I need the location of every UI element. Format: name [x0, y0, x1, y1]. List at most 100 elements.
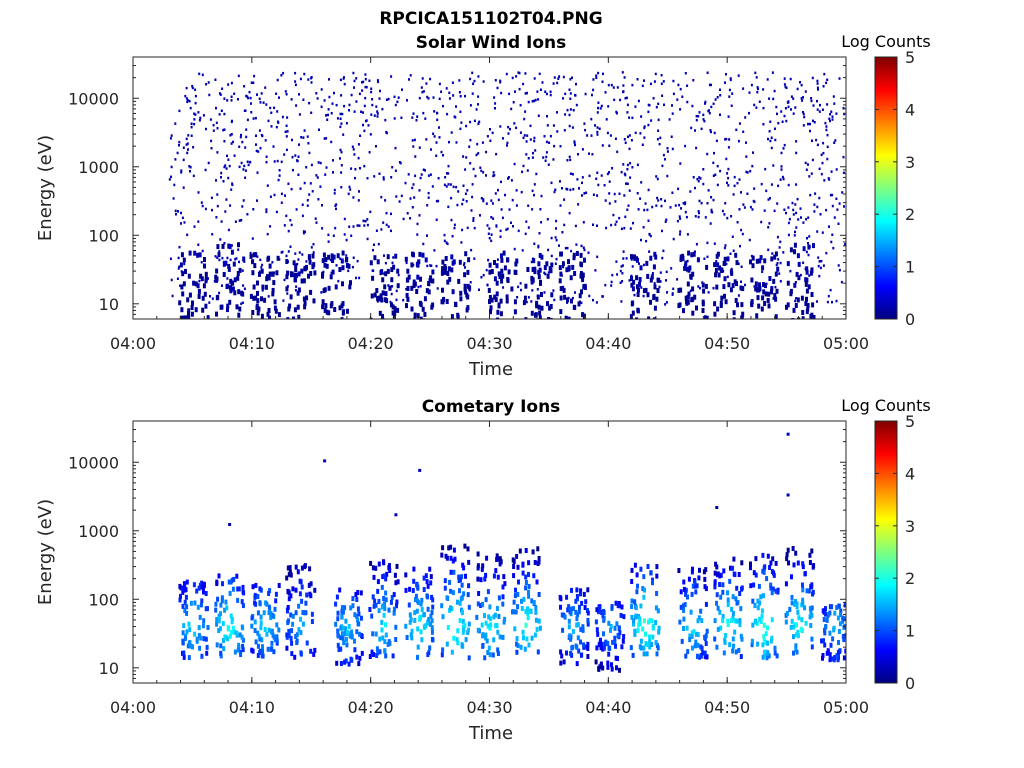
- data-cell: [371, 631, 375, 637]
- data-cell: [590, 134, 593, 137]
- data-cell: [301, 610, 305, 615]
- data-cell: [843, 602, 846, 608]
- data-cell: [696, 177, 699, 181]
- data-cell: [359, 134, 362, 137]
- data-cell: [256, 280, 259, 286]
- data-cell: [196, 604, 200, 610]
- data-cell: [735, 585, 739, 591]
- data-cell: [465, 124, 468, 128]
- data-cell: [572, 188, 575, 191]
- data-cell: [298, 591, 302, 597]
- data-cell: [646, 642, 650, 648]
- data-cell: [384, 291, 388, 297]
- data-cell: [497, 198, 500, 202]
- data-cell: [537, 618, 541, 624]
- data-cell: [501, 216, 504, 220]
- data-cell: [451, 558, 455, 564]
- data-cell: [285, 286, 289, 292]
- data-cell: [310, 111, 313, 114]
- data-cell: [229, 288, 233, 294]
- data-cell: [289, 572, 293, 578]
- data-cell: [719, 94, 722, 97]
- data-cell: [739, 244, 741, 248]
- data-cell: [466, 592, 470, 598]
- data-cell: [602, 631, 605, 637]
- data-cell: [385, 298, 389, 304]
- data-cell: [219, 626, 222, 632]
- data-cell: [416, 654, 419, 660]
- data-cell: [795, 271, 799, 277]
- data-cell: [246, 213, 249, 216]
- data-cell: [808, 614, 812, 620]
- data-cell: [364, 77, 367, 81]
- data-cell: [648, 250, 651, 253]
- colorbar-tick-label: 3: [905, 517, 915, 536]
- data-cell: [826, 157, 829, 161]
- data-cell: [535, 300, 539, 306]
- data-cell: [636, 628, 640, 633]
- data-cell: [266, 646, 270, 652]
- data-cell: [780, 151, 783, 155]
- data-cell: [312, 262, 316, 268]
- data-cell: [238, 219, 241, 222]
- data-cell: [695, 146, 698, 150]
- data-cell: [223, 634, 227, 640]
- data-cell: [604, 639, 608, 645]
- data-cell: [710, 208, 713, 212]
- data-cell: [749, 205, 752, 209]
- data-cell: [321, 227, 324, 230]
- data-cell: [742, 87, 745, 90]
- data-cell: [335, 264, 338, 267]
- data-cell: [185, 610, 189, 616]
- data-cell: [445, 299, 449, 304]
- data-cell: [240, 290, 244, 296]
- data-cell: [785, 211, 787, 215]
- data-cell: [571, 629, 575, 634]
- data-cell: [493, 174, 496, 177]
- data-cell: [697, 575, 701, 581]
- data-cell: [681, 603, 685, 609]
- data-cell: [264, 284, 268, 290]
- data-cell: [796, 560, 800, 566]
- data-cell: [508, 92, 511, 96]
- data-cell: [270, 125, 273, 128]
- data-cell: [259, 620, 263, 626]
- data-cell: [804, 301, 808, 307]
- data-cell: [580, 244, 583, 248]
- data-cell: [566, 108, 569, 112]
- data-cell: [332, 159, 334, 162]
- data-cell: [257, 634, 261, 640]
- data-cell: [776, 262, 779, 265]
- data-cell: [521, 170, 524, 174]
- data-cell: [563, 198, 566, 201]
- colorbar: [874, 420, 898, 684]
- data-cell: [393, 572, 397, 578]
- data-cell: [481, 632, 485, 638]
- data-cell: [630, 274, 633, 278]
- data-cell: [555, 238, 558, 242]
- data-cell: [211, 233, 214, 236]
- data-cell: [502, 286, 505, 289]
- data-cell: [725, 157, 728, 161]
- data-cell: [442, 154, 444, 157]
- data-cell: [777, 258, 780, 261]
- data-cell: [741, 232, 744, 236]
- data-cell: [340, 258, 344, 264]
- data-cell: [710, 83, 712, 87]
- data-cell: [767, 226, 770, 229]
- data-cell: [722, 650, 726, 656]
- data-cell: [573, 141, 576, 144]
- data-cell: [583, 192, 586, 195]
- data-cell: [796, 87, 799, 91]
- data-cell: [500, 208, 503, 211]
- data-cell: [286, 270, 290, 276]
- data-cell: [320, 88, 323, 91]
- data-cell: [592, 223, 594, 226]
- panel-title: Cometary Ions: [422, 397, 561, 417]
- data-cell: [375, 105, 378, 108]
- data-cell: [764, 291, 768, 297]
- data-cell: [364, 119, 367, 123]
- data-cell: [562, 287, 566, 293]
- data-cell: [768, 276, 772, 281]
- data-cell: [168, 178, 171, 181]
